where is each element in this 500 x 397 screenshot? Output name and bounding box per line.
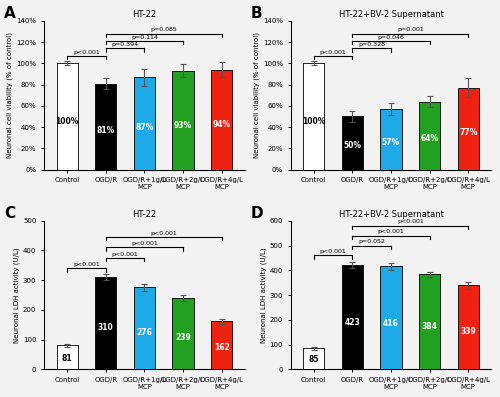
Text: 162: 162 <box>214 343 230 352</box>
Title: HT-22: HT-22 <box>132 210 156 219</box>
Text: p=0.394: p=0.394 <box>112 42 138 47</box>
Bar <box>419 274 440 370</box>
Title: HT-22+BV-2 Supernatant: HT-22+BV-2 Supernatant <box>338 10 444 19</box>
Title: HT-22: HT-22 <box>132 10 156 19</box>
Text: 423: 423 <box>344 318 360 327</box>
Bar <box>342 264 363 370</box>
Bar <box>134 77 155 170</box>
Bar <box>303 64 324 170</box>
Text: 57%: 57% <box>382 138 400 147</box>
Text: 384: 384 <box>422 322 438 331</box>
Title: HT-22+BV-2 Supernatant: HT-22+BV-2 Supernatant <box>338 210 444 219</box>
Text: 276: 276 <box>136 328 152 337</box>
Bar <box>342 116 363 170</box>
Bar <box>56 345 78 370</box>
Text: p<0.001: p<0.001 <box>320 249 346 254</box>
Y-axis label: Neuronal LDH activity (U/L): Neuronal LDH activity (U/L) <box>14 247 20 343</box>
Text: 85: 85 <box>308 355 319 364</box>
Text: 239: 239 <box>175 333 191 342</box>
Bar <box>419 102 440 170</box>
Text: 81: 81 <box>62 354 72 363</box>
Text: p<0.001: p<0.001 <box>112 252 138 257</box>
Text: C: C <box>4 206 15 221</box>
Text: p<0.001: p<0.001 <box>320 50 346 55</box>
Bar <box>211 70 233 170</box>
Text: p<0.001: p<0.001 <box>73 50 100 55</box>
Text: 81%: 81% <box>96 126 115 135</box>
Bar <box>380 266 402 370</box>
Y-axis label: Neuronal cell viability (% of control): Neuronal cell viability (% of control) <box>254 32 260 158</box>
Text: 77%: 77% <box>459 128 477 137</box>
Y-axis label: Neuronal LDH activity (U/L): Neuronal LDH activity (U/L) <box>260 247 266 343</box>
Text: p=0.001: p=0.001 <box>397 27 423 33</box>
Text: p=0.052: p=0.052 <box>358 239 385 244</box>
Text: 93%: 93% <box>174 121 192 129</box>
Text: p<0.001: p<0.001 <box>378 229 404 234</box>
Text: p=0.085: p=0.085 <box>150 27 177 33</box>
Text: p<0.001: p<0.001 <box>150 231 177 236</box>
Bar <box>380 109 402 170</box>
Text: B: B <box>250 6 262 21</box>
Text: p<0.001: p<0.001 <box>131 241 158 246</box>
Text: p=0.046: p=0.046 <box>378 35 404 40</box>
Bar <box>134 287 155 370</box>
Bar <box>303 348 324 370</box>
Text: p=0.114: p=0.114 <box>131 35 158 40</box>
Text: 94%: 94% <box>212 120 230 129</box>
Bar <box>211 321 233 370</box>
Bar <box>172 298 194 370</box>
Text: 87%: 87% <box>135 123 154 133</box>
Bar <box>95 83 116 170</box>
Text: 310: 310 <box>98 324 114 332</box>
Text: 50%: 50% <box>344 141 361 150</box>
Text: A: A <box>4 6 16 21</box>
Text: 416: 416 <box>383 318 399 328</box>
Text: 339: 339 <box>460 327 476 336</box>
Bar <box>458 88 479 170</box>
Text: p<0.001: p<0.001 <box>397 220 423 224</box>
Bar <box>458 285 479 370</box>
Y-axis label: Neuronal cell viability (% of control): Neuronal cell viability (% of control) <box>7 32 14 158</box>
Text: D: D <box>250 206 263 221</box>
Text: 100%: 100% <box>302 117 326 126</box>
Text: p<0.001: p<0.001 <box>73 262 100 267</box>
Bar <box>95 277 116 370</box>
Text: 100%: 100% <box>56 117 79 126</box>
Bar <box>56 64 78 170</box>
Text: p=0.328: p=0.328 <box>358 42 385 47</box>
Bar <box>172 71 194 170</box>
Text: 64%: 64% <box>420 135 438 143</box>
